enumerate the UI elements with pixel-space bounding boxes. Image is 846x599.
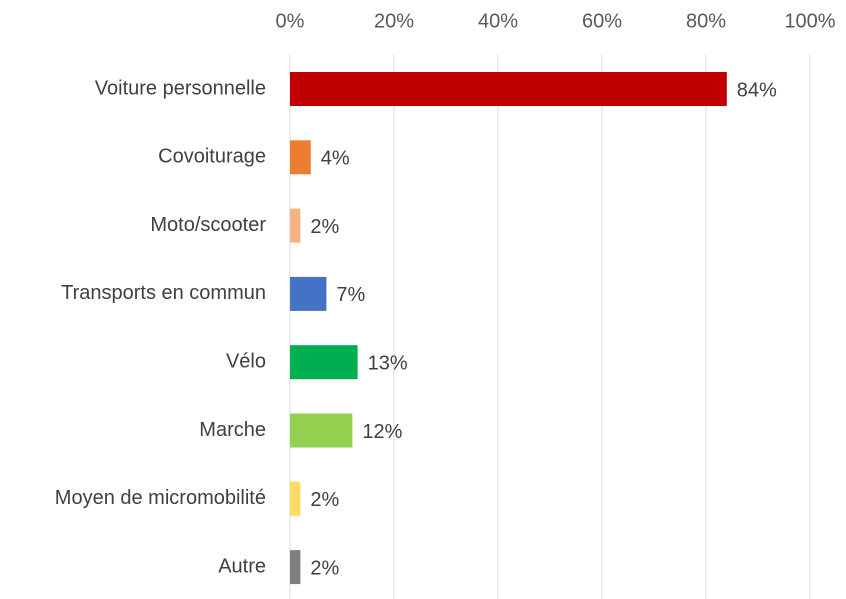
value-label: 2% — [310, 557, 339, 579]
category-label: Moyen de micromobilité — [55, 487, 266, 509]
bar — [290, 413, 353, 448]
value-label: 2% — [310, 216, 339, 238]
bar — [290, 72, 727, 106]
value-label: 12% — [362, 421, 402, 443]
x-tick-label: 80% — [686, 10, 726, 32]
value-label: 13% — [368, 352, 408, 374]
x-tick-label: 60% — [582, 10, 622, 32]
category-label: Transports en commun — [61, 282, 266, 304]
bar — [290, 345, 358, 380]
bar — [290, 208, 301, 243]
category-label: Voiture personnelle — [95, 77, 266, 99]
value-label: 84% — [737, 79, 777, 101]
value-label: 4% — [321, 148, 350, 170]
category-label: Autre — [218, 555, 266, 577]
x-tick-label: 20% — [374, 10, 414, 32]
x-tick-label: 40% — [478, 10, 518, 32]
value-label: 2% — [310, 489, 339, 511]
value-label: 7% — [336, 284, 365, 306]
category-label: Moto/scooter — [150, 214, 266, 236]
category-label: Covoiturage — [158, 146, 266, 168]
bar — [290, 550, 301, 585]
bar — [290, 481, 301, 516]
x-tick-label: 100% — [784, 10, 835, 32]
x-tick-label: 0% — [276, 10, 305, 32]
bar — [290, 276, 327, 311]
category-label: Marche — [199, 419, 266, 441]
category-label: Vélo — [226, 350, 266, 372]
bar — [290, 140, 311, 175]
